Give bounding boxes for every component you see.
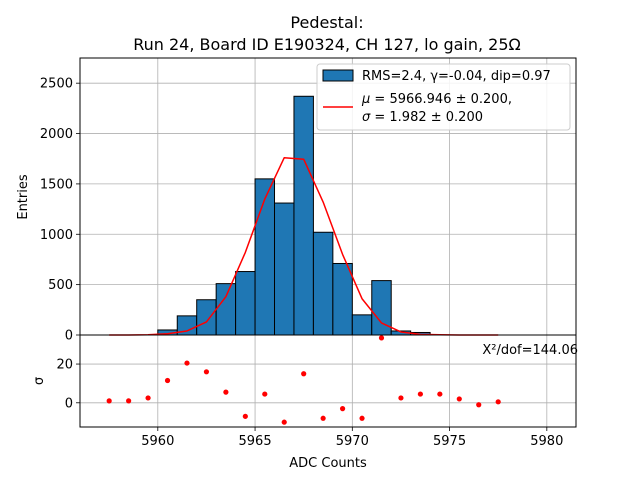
residual-point — [398, 395, 404, 401]
residuals-y-ticks: 0 20 — [56, 358, 80, 411]
histogram-bar — [274, 202, 295, 336]
legend-histogram-swatch — [322, 69, 354, 82]
x-tick-label: 5960 — [141, 434, 174, 449]
legend-fit-sigma-prefix: σ = — [362, 110, 389, 125]
x-axis-ticks: 5960 5965 5970 5975 5980 — [141, 427, 563, 449]
legend: RMS=2.4, γ=-0.04, dip=0.97 μ = 5966.946 … — [316, 63, 571, 131]
residual-point — [203, 369, 210, 375]
x-tick-label: 5965 — [239, 434, 272, 449]
legend-fit-sigma: σ = 1.982 ± 0.200 — [362, 110, 483, 125]
residuals-y-tick-label: 0 — [65, 396, 73, 411]
residual-point — [184, 360, 190, 366]
residual-point — [223, 389, 229, 395]
residuals-y-tick-label: 20 — [56, 358, 73, 373]
histogram-y-tick-label: 500 — [48, 278, 73, 293]
legend-fit-mu: μ = 5966.946 ± 0.200, — [361, 92, 512, 107]
histogram-bar — [215, 283, 237, 336]
histogram-bar — [332, 262, 353, 336]
residual-point — [320, 415, 326, 421]
residual-point — [281, 419, 287, 425]
chart-title: Pedestal: — [290, 13, 363, 32]
histogram-bar — [235, 271, 256, 336]
chart-subtitle: Run 24, Board ID E190324, CH 127, lo gai… — [133, 35, 521, 54]
histogram-y-label: Entries — [16, 174, 31, 220]
residuals-y-label: σ — [32, 377, 47, 385]
x-axis-label: ADC Counts — [289, 456, 367, 471]
x-tick-label: 5975 — [433, 434, 466, 449]
residual-point — [417, 391, 423, 397]
histogram-y-tick-label: 2500 — [40, 77, 73, 92]
residual-point — [126, 398, 132, 404]
residual-point — [262, 391, 268, 397]
legend-fit-mu-prefix: μ = — [361, 92, 389, 107]
residual-point — [476, 402, 482, 408]
histogram-bar — [254, 178, 276, 336]
residual-point — [242, 413, 248, 419]
histogram-panel: 0 500 1000 1500 2000 2500 Entries RMS=2.4, γ=… — [16, 57, 577, 344]
histogram-bar — [351, 314, 373, 336]
histogram-bar — [196, 299, 217, 336]
histogram-bar — [312, 231, 334, 336]
residual-point — [106, 398, 112, 404]
legend-fit-mu-value: 5966.946 ± 0.200, — [389, 92, 512, 107]
residual-point — [456, 396, 462, 402]
residual-point — [164, 377, 171, 384]
residual-points — [106, 335, 501, 425]
legend-box — [316, 63, 571, 131]
residual-point — [359, 415, 365, 421]
histogram-y-tick-label: 1500 — [40, 177, 73, 192]
residuals-axes-frame — [79, 334, 577, 428]
histogram-y-ticks: 0 500 1000 1500 2000 2500 — [40, 77, 80, 344]
residual-point — [437, 391, 443, 397]
residual-point — [145, 395, 151, 401]
residuals-grid — [80, 335, 576, 427]
residuals-panel: 0 20 5960 5965 5970 5975 5980 σ X²/dof=144.06… — [32, 334, 578, 471]
histogram-bar — [293, 95, 314, 336]
histogram-y-tick-label: 2000 — [40, 127, 73, 142]
x-tick-label: 5980 — [530, 434, 563, 449]
residual-point — [495, 399, 501, 405]
histogram-bars — [157, 95, 431, 336]
histogram-y-tick-label: 0 — [65, 329, 73, 344]
residual-point — [339, 406, 346, 412]
chi2-label: X²/dof=144.06 — [482, 343, 578, 358]
x-tick-label: 5970 — [336, 434, 369, 449]
legend-histogram-label: RMS=2.4, γ=-0.04, dip=0.97 — [362, 69, 551, 84]
residual-point — [301, 371, 307, 377]
residual-point — [378, 335, 385, 341]
legend-fit-sigma-value: 1.982 ± 0.200 — [389, 110, 483, 125]
histogram-y-tick-label: 1000 — [40, 228, 73, 243]
